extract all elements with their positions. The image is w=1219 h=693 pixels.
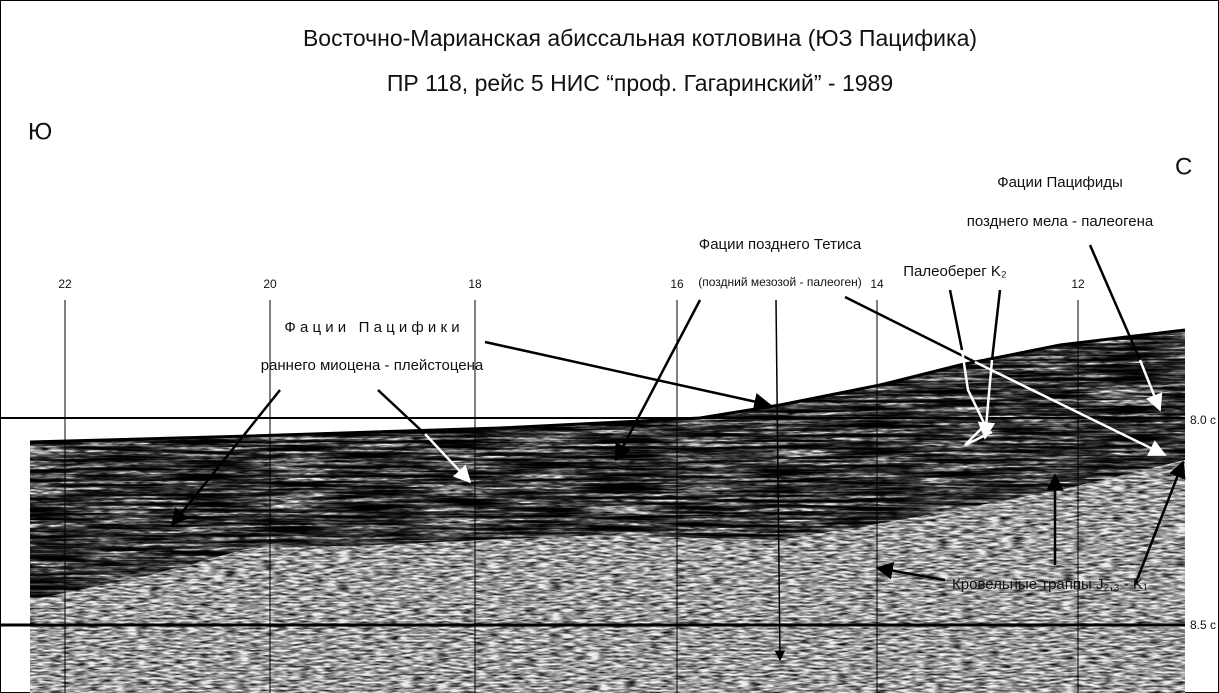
annotation: Палеоберег K₂ [903,263,1007,280]
direction-label: С [1175,153,1192,180]
shotpoint-label: 20 [263,277,277,291]
direction-label: Ю [28,118,52,145]
shotpoint-label: 18 [468,277,482,291]
shotpoint-label: 16 [670,277,684,291]
subtitle: ПР 118, рейс 5 НИС “проф. Гагаринский” -… [387,70,893,96]
annotation: Фации позднего Тетиса [699,236,862,253]
title: Восточно-Марианская абиссальная котловин… [303,25,977,51]
annotation: Кровельные траппы J₂,₃ - K₁ [952,576,1148,593]
annotation: (поздний мезозой - палеоген) [698,275,862,289]
annotation: Фации Пацифиды [997,174,1123,191]
seismic-figure: Восточно-Марианская абиссальная котловин… [0,0,1219,693]
time-label: 8.5 с [1190,618,1216,632]
annotation: позднего мела - палеогена [967,213,1154,230]
shotpoint-label: 12 [1071,277,1085,291]
annotation: раннего миоцена - плейстоцена [261,357,484,374]
time-label: 8.0 с [1190,413,1216,427]
shotpoint-label: 14 [870,277,884,291]
shotpoint-label: 22 [58,277,72,291]
annotation: Ф а ц и и П а ц и ф и к и [284,319,459,336]
